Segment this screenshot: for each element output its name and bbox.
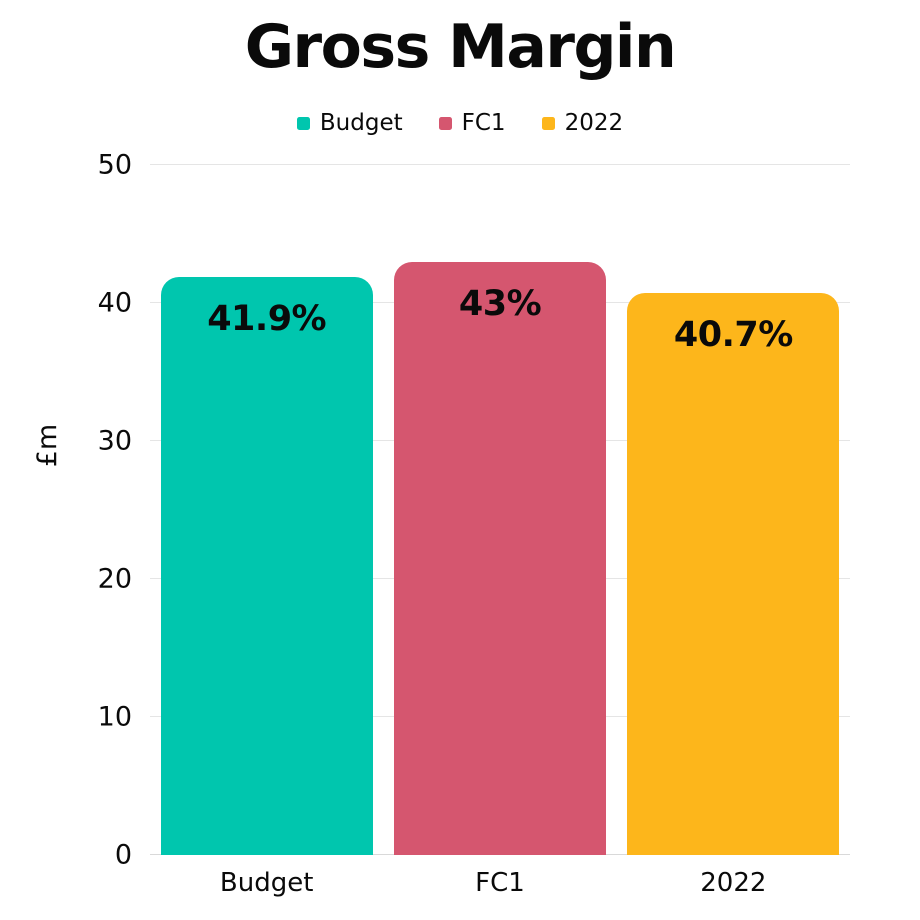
legend-label: FC1 xyxy=(461,110,506,136)
legend-item-2022: 2022 xyxy=(541,110,624,136)
bar-fc1: 43% xyxy=(394,261,606,855)
y-tick-label-20: 20 xyxy=(97,563,132,595)
plot-area: 0 10 20 30 40 50 41.9% Budget 43% FC1 40.7% 2022 xyxy=(98,152,850,898)
bar-2022: 40.7% xyxy=(627,293,840,855)
y-tick-label-40: 40 xyxy=(97,287,132,319)
bar-value-label-fc1: 43% xyxy=(458,283,542,324)
bar-value-label-2022: 40.7% xyxy=(673,315,793,356)
y-tick-label-30: 30 xyxy=(97,425,132,457)
legend: Budget FC1 2022 xyxy=(0,110,920,136)
legend-label: Budget xyxy=(319,110,403,136)
chart-title: Gross Margin xyxy=(244,12,677,82)
x-axis-label-2022: 2022 xyxy=(700,868,767,898)
gridline-50 xyxy=(150,164,850,165)
legend-swatch-icon xyxy=(438,116,452,130)
y-tick-label-0: 0 xyxy=(114,839,132,871)
bar-budget: 41.9% xyxy=(160,276,373,855)
y-tick-label-10: 10 xyxy=(97,701,132,733)
x-axis-label-fc1: FC1 xyxy=(475,868,525,898)
legend-swatch-icon xyxy=(296,116,310,130)
legend-swatch-icon xyxy=(541,116,555,130)
legend-item-fc1: FC1 xyxy=(438,110,506,136)
legend-item-budget: Budget xyxy=(296,110,403,136)
y-axis-title: £m xyxy=(32,423,64,468)
x-axis-label-budget: Budget xyxy=(219,868,314,898)
y-tick-label-50: 50 xyxy=(97,149,132,181)
legend-label: 2022 xyxy=(564,110,624,136)
bar-value-label-budget: 41.9% xyxy=(207,298,327,339)
